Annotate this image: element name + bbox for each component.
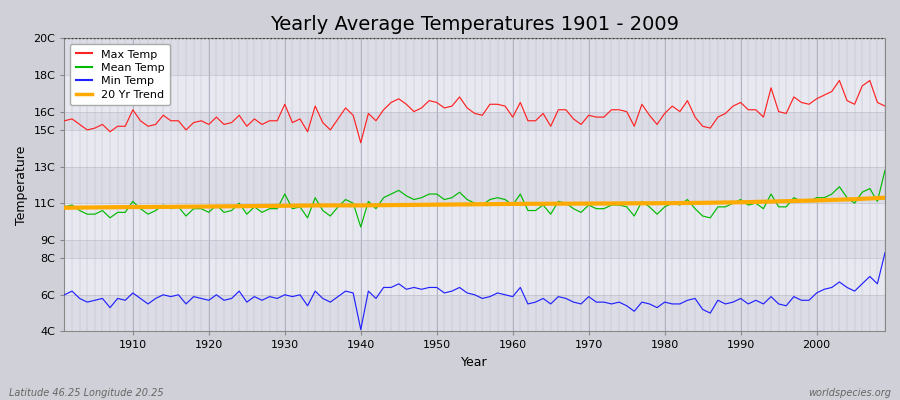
Bar bbox=[65, 75, 885, 112]
Bar bbox=[65, 130, 885, 166]
Bar bbox=[65, 38, 885, 75]
Bar bbox=[65, 112, 885, 130]
Bar bbox=[65, 240, 885, 258]
Bar bbox=[65, 258, 885, 295]
Bar bbox=[65, 295, 885, 332]
Bar bbox=[65, 203, 885, 240]
Y-axis label: Temperature: Temperature bbox=[15, 145, 28, 224]
Legend: Max Temp, Mean Temp, Min Temp, 20 Yr Trend: Max Temp, Mean Temp, Min Temp, 20 Yr Tre… bbox=[70, 44, 170, 106]
Text: worldspecies.org: worldspecies.org bbox=[808, 388, 891, 398]
Text: Latitude 46.25 Longitude 20.25: Latitude 46.25 Longitude 20.25 bbox=[9, 388, 164, 398]
Bar bbox=[65, 166, 885, 203]
X-axis label: Year: Year bbox=[462, 356, 488, 369]
Title: Yearly Average Temperatures 1901 - 2009: Yearly Average Temperatures 1901 - 2009 bbox=[270, 15, 680, 34]
